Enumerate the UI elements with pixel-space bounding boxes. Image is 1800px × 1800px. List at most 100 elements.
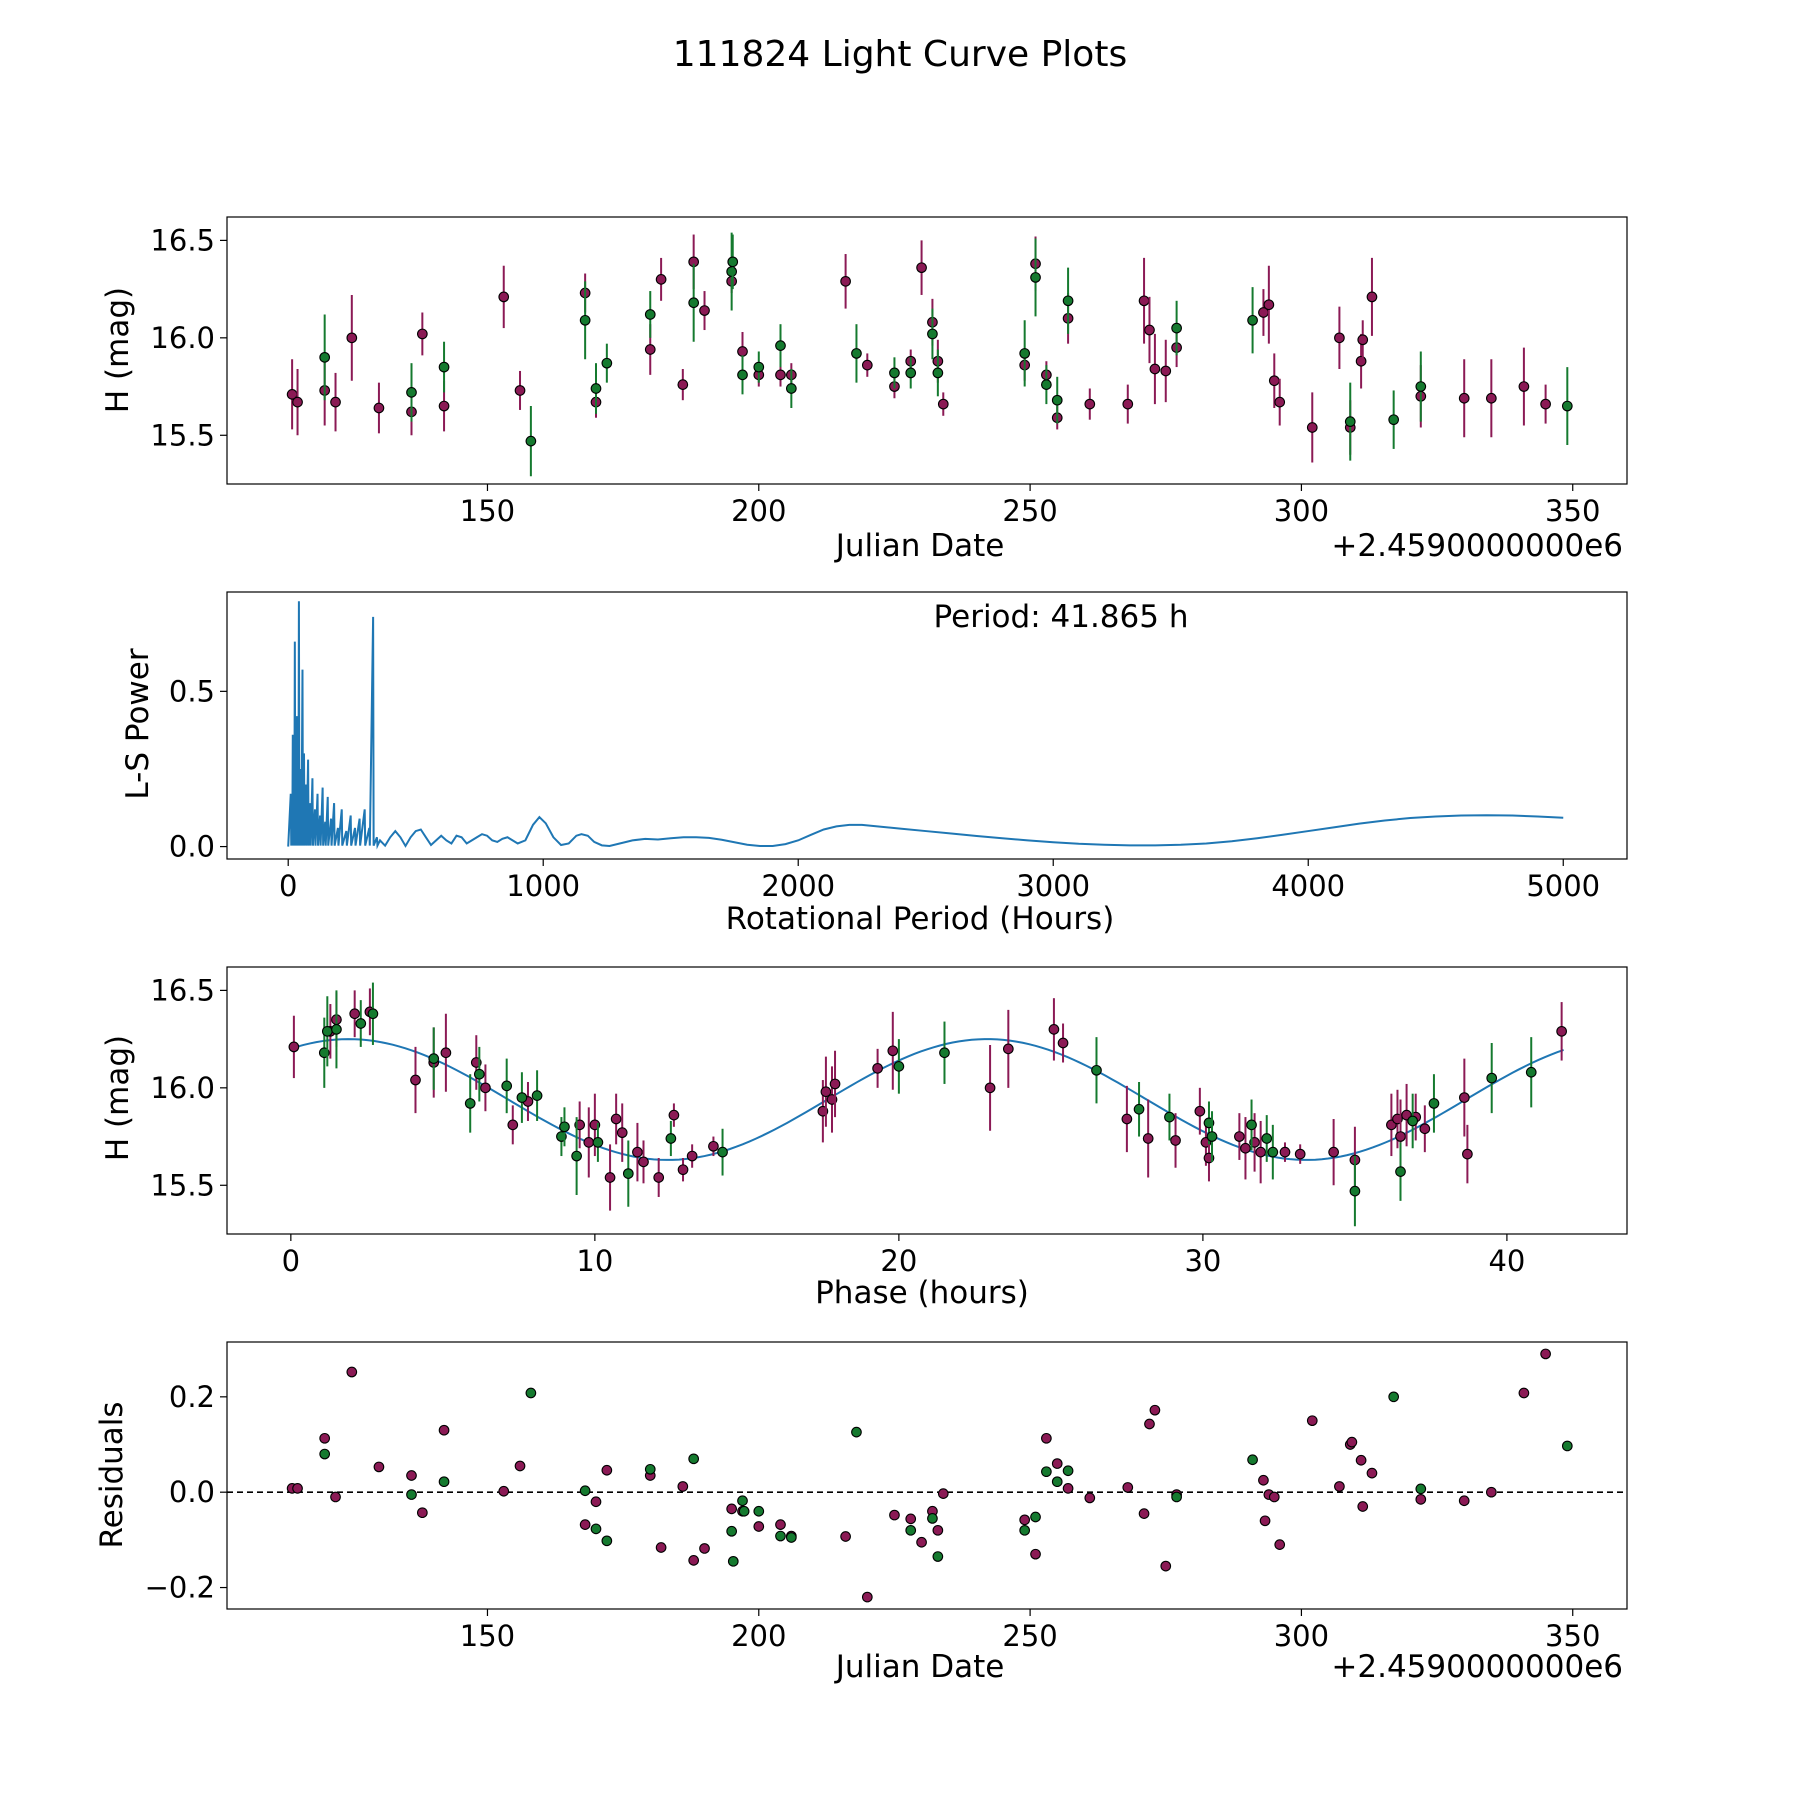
phased-xtick-label: 30: [1184, 1244, 1221, 1278]
residuals-point-filter_b: [590, 1523, 602, 1535]
phased-point-filter_b: [1091, 1064, 1102, 1076]
phased-point-filter_a: [1419, 1123, 1431, 1135]
residuals-point-filter_b: [1561, 1440, 1573, 1452]
lightcurve-point-filter_b: [525, 435, 537, 447]
residuals-point-filter_a: [688, 1555, 700, 1566]
lightcurve-point-filter_a: [644, 344, 656, 355]
lightcurve-point-filter_a: [1263, 299, 1275, 311]
residuals-point-filter_a: [579, 1519, 591, 1530]
residuals-point-filter_a: [1041, 1432, 1052, 1444]
phased-xtick-label: 40: [1488, 1244, 1525, 1278]
residuals-point-filter_a: [861, 1591, 873, 1603]
phased-point-filter_a: [616, 1127, 628, 1139]
residuals-xtick-label: 350: [1545, 1619, 1600, 1653]
phased-point-filter_a: [708, 1140, 719, 1152]
lightcurve-point-filter_b: [1041, 379, 1052, 390]
phased-point-filter_b: [516, 1092, 528, 1103]
residuals-point-filter_a: [1415, 1493, 1427, 1505]
lightcurve-point-filter_a: [1485, 392, 1497, 404]
residuals-point-filter_b: [775, 1530, 786, 1542]
residuals-point-filter_a: [1306, 1415, 1318, 1427]
periodogram-line: [287, 601, 1564, 850]
residuals-point-filter_b: [579, 1485, 591, 1497]
residuals-point-filter_a: [1540, 1348, 1551, 1360]
phased-point-filter_a: [1002, 1043, 1014, 1055]
phased-point-filter_b: [1349, 1185, 1361, 1197]
phased-point-filter_a: [686, 1150, 698, 1162]
lightcurve-point-filter_a: [916, 262, 927, 274]
phased-point-filter_a: [829, 1078, 841, 1090]
phased-ylabel: H (mag): [100, 1035, 136, 1161]
residuals-ytick-label: 0.2: [169, 1380, 215, 1414]
residuals-point-filter_b: [927, 1513, 938, 1524]
phased-point-filter_b: [473, 1068, 485, 1080]
lightcurve-point-filter_a: [1084, 398, 1096, 410]
lightcurve-point-filter_a: [840, 275, 851, 287]
residuals-point-filter_b: [1019, 1524, 1031, 1536]
phased-point-filter_b: [1267, 1146, 1279, 1158]
phased-point-filter_a: [610, 1113, 622, 1125]
phased-point-filter_a: [1556, 1025, 1567, 1037]
lightcurve-ytick-label: 16.5: [150, 223, 215, 257]
lightcurve-axes-frame: [226, 216, 1628, 485]
phased-point-filter_b: [1246, 1119, 1257, 1131]
phased-point-filter_a: [872, 1062, 883, 1074]
phased-point-filter_b: [665, 1133, 677, 1144]
phased-xtick-label: 0: [282, 1244, 300, 1278]
lightcurve-point-filter_a: [699, 305, 710, 316]
residuals-point-filter_a: [1160, 1560, 1172, 1572]
phased-point-filter_b: [592, 1137, 604, 1148]
residuals-point-filter_b: [738, 1505, 750, 1517]
residuals-point-filter_b: [726, 1525, 738, 1537]
residuals-xtick-label: 150: [460, 1619, 515, 1653]
lightcurve-point-filter_b: [590, 383, 602, 394]
phased-point-filter_a: [1234, 1131, 1245, 1142]
residuals-point-filter_b: [1171, 1491, 1182, 1503]
lightcurve-point-filter_b: [905, 367, 917, 379]
phased-fit-curve: [290, 1038, 1564, 1161]
residuals-point-filter_a: [416, 1507, 428, 1519]
phased-point-filter_b: [1395, 1166, 1406, 1177]
phased-ytick-label: 16.0: [150, 1071, 215, 1105]
residuals-point-filter_a: [1458, 1495, 1470, 1507]
phased-point-filter_a: [604, 1172, 616, 1183]
residuals-point-filter_b: [601, 1535, 613, 1547]
residuals-point-filter_a: [292, 1483, 303, 1494]
lightcurve-xtick-label: 200: [731, 494, 786, 528]
residuals-point-filter_a: [373, 1461, 385, 1473]
phased-point-filter_b: [331, 1024, 342, 1035]
phased-point-filter_b: [1133, 1103, 1145, 1115]
residuals-offset-label: +2.4590000000e6: [1331, 1649, 1623, 1685]
lightcurve-point-filter_b: [1062, 295, 1074, 307]
phased-ytick-label: 16.5: [150, 973, 215, 1007]
phased-point-filter_a: [820, 1086, 832, 1098]
lightcurve-point-filter_a: [861, 359, 873, 371]
phased-point-filter_b: [1428, 1098, 1440, 1109]
lightcurve-point-filter_a: [1357, 334, 1369, 346]
lightcurve-point-filter_a: [1268, 375, 1280, 387]
residuals-point-filter_b: [319, 1448, 331, 1460]
residuals-point-filter_a: [726, 1503, 738, 1515]
lightcurve-point-filter_a: [775, 369, 786, 381]
lightcurve-point-filter_a: [1144, 324, 1155, 336]
residuals-point-filter_a: [1274, 1539, 1286, 1550]
lightcurve-point-filter_b: [737, 369, 748, 381]
phased-point-filter_b: [1206, 1131, 1218, 1142]
periodogram-xtick-label: 3000: [1016, 869, 1090, 903]
periodogram-xlabel: Rotational Period (Hours): [726, 901, 1115, 937]
residuals-point-filter_a: [514, 1460, 526, 1472]
phased-point-filter_a: [1462, 1148, 1473, 1160]
lightcurve-point-filter_a: [1458, 392, 1470, 404]
residuals-point-filter_a: [753, 1521, 765, 1532]
residuals-point-filter_b: [1030, 1511, 1041, 1523]
phased-axes-frame: [226, 966, 1628, 1235]
lightcurve-point-filter_b: [644, 309, 656, 320]
lightcurve-ytick-label: 15.5: [150, 418, 215, 452]
phased-point-filter_a: [288, 1041, 300, 1053]
lightcurve-point-filter_b: [1388, 414, 1400, 426]
residuals-point-filter_a: [1346, 1436, 1358, 1448]
residuals-point-filter_b: [525, 1387, 537, 1399]
periodogram-xtick-label: 4000: [1271, 869, 1345, 903]
phased-point-filter_b: [1486, 1072, 1498, 1084]
residuals-point-filter_b: [1051, 1476, 1063, 1488]
